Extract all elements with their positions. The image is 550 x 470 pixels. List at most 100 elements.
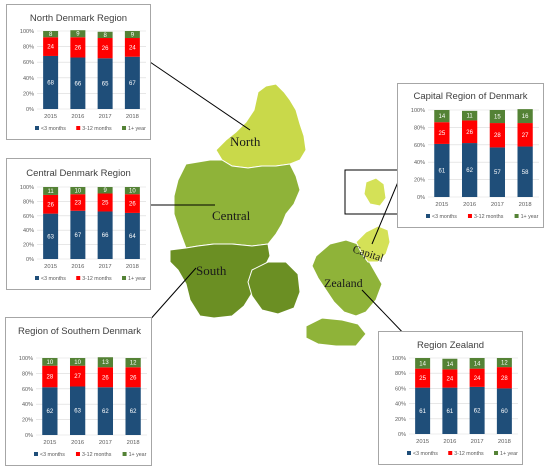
y-tick-label: 0% xyxy=(26,107,34,113)
bar-segment xyxy=(97,187,113,194)
bar-segment xyxy=(489,147,506,197)
bar-segment xyxy=(42,365,58,388)
x-tick-label: 2016 xyxy=(71,264,84,270)
y-tick-label: 100% xyxy=(19,356,33,362)
x-tick-label: 2017 xyxy=(99,114,112,120)
legend-label: 3-12 months xyxy=(82,126,112,132)
data-label: 58 xyxy=(522,170,529,176)
data-label: 63 xyxy=(74,409,81,415)
x-tick-label: 2015 xyxy=(435,202,448,208)
bar-segment xyxy=(124,187,140,195)
bar-segment xyxy=(70,187,86,195)
data-label: 27 xyxy=(522,133,529,139)
x-tick-label: 2016 xyxy=(463,202,476,208)
data-label: 9 xyxy=(131,33,135,39)
map-island-bornholm xyxy=(363,177,387,207)
legend-swatch xyxy=(467,214,472,218)
map-label-zealand: Zealand xyxy=(324,276,363,290)
bar-segment xyxy=(461,120,478,144)
data-label: 61 xyxy=(439,168,446,174)
bar-segment xyxy=(434,143,450,197)
x-tick-label: 2017 xyxy=(99,264,112,270)
bar-segment xyxy=(517,123,533,147)
bar-segment xyxy=(489,123,506,148)
x-tick-label: 2016 xyxy=(71,114,84,120)
y-tick-label: 100% xyxy=(20,29,34,35)
y-tick-label: 40% xyxy=(414,160,425,166)
bar-segment xyxy=(97,367,114,388)
bar-segment xyxy=(97,38,113,59)
bar-segment xyxy=(415,358,431,369)
legend-swatch xyxy=(407,451,411,455)
bar-segment xyxy=(496,358,512,368)
chart-panel-capital: Capital Region of Denmark 0% 20% 40% 60% 80%… xyxy=(397,83,544,228)
bar-segment xyxy=(97,387,114,435)
bar-segment xyxy=(124,56,140,109)
data-label: 61 xyxy=(419,409,426,415)
data-label: 25 xyxy=(439,131,446,137)
data-label: 28 xyxy=(494,133,501,139)
bar-segment xyxy=(461,143,478,197)
bar-segment xyxy=(43,187,59,195)
y-tick-label: 40% xyxy=(23,228,34,234)
legend-label: 1+ year xyxy=(128,126,146,132)
bar-segment xyxy=(97,31,113,39)
y-tick-label: 20% xyxy=(23,243,34,249)
data-label: 66 xyxy=(102,233,109,239)
legend-label: 3-12 months xyxy=(454,451,484,457)
data-label: 8 xyxy=(103,33,107,39)
bar-segment xyxy=(415,368,431,388)
data-label: 62 xyxy=(466,168,473,174)
y-tick-label: 0% xyxy=(25,433,33,439)
y-tick-label: 80% xyxy=(23,45,34,51)
legend-label: <3 months xyxy=(432,214,457,220)
stacked-bar-chart-central: 0% 20% 40% 60% 80% 100% 63 26 11 2015 67 23 10 2016 66… xyxy=(20,185,146,282)
legend-swatch xyxy=(122,276,127,280)
chart-title-south-text: Region of Southern Denmark xyxy=(18,326,142,337)
y-tick-label: 60% xyxy=(22,387,33,393)
x-tick-label: 2016 xyxy=(443,439,456,445)
chart-panel-north: North Denmark Region 0% 20% 40% 60% 80% 100% 6… xyxy=(6,4,151,140)
data-label: 64 xyxy=(129,234,136,240)
data-label: 62 xyxy=(102,409,109,415)
x-tick-label: 2018 xyxy=(498,439,511,445)
legend-swatch xyxy=(35,126,39,130)
legend-label: 1+ year xyxy=(521,214,539,220)
data-label: 14 xyxy=(439,114,446,120)
stacked-bar-chart-zealand: 0% 20% 40% 60% 80% 100% 61 25 14 2015 61 24 14 2016 62… xyxy=(392,356,518,457)
connector-south xyxy=(147,267,197,323)
data-label: 12 xyxy=(501,361,508,367)
bar-segment xyxy=(70,57,86,109)
bar-segment xyxy=(125,358,141,368)
y-tick-label: 100% xyxy=(20,185,34,191)
data-label: 24 xyxy=(129,45,136,51)
stacked-bar-chart-south: 0% 20% 40% 60% 80% 100% 62 28 10 2015 63 27 10 2016 62… xyxy=(19,356,147,458)
chart-panel-central: Central Denmark Region 0% 20% 40% 60% 80% 100… xyxy=(6,158,151,290)
bar-segment xyxy=(43,194,59,214)
x-tick-label: 2018 xyxy=(126,264,139,270)
data-label: 57 xyxy=(494,170,501,176)
y-tick-label: 40% xyxy=(23,76,34,82)
y-tick-label: 20% xyxy=(23,91,34,97)
bar-segment xyxy=(442,369,458,388)
y-tick-label: 40% xyxy=(395,402,406,408)
data-label: 66 xyxy=(75,81,82,87)
bar-segment xyxy=(97,193,113,212)
data-label: 24 xyxy=(447,377,454,383)
chart-title-south: Region of Southern Denmark xyxy=(18,326,151,338)
x-tick-label: 2017 xyxy=(491,202,504,208)
map-region-central xyxy=(173,159,301,249)
legend-swatch xyxy=(34,452,38,456)
legend-label: <3 months xyxy=(41,276,66,282)
bar-segment xyxy=(69,365,86,387)
chart-title-capital: Capital Region of Denmark xyxy=(413,91,528,102)
data-label: 14 xyxy=(474,361,481,367)
stacked-bar-chart-north: 0% 20% 40% 60% 80% 100% 68 24 8 2015 66 26 9 2016 65 26… xyxy=(20,29,146,132)
y-tick-label: 60% xyxy=(395,386,406,392)
bar-segment xyxy=(69,386,86,435)
bar-segment xyxy=(469,358,485,369)
legend-label: 3-12 months xyxy=(82,452,112,458)
bar-segment xyxy=(434,122,450,144)
x-tick-label: 2018 xyxy=(126,114,139,120)
legend-label: 3-12 months xyxy=(82,276,112,282)
